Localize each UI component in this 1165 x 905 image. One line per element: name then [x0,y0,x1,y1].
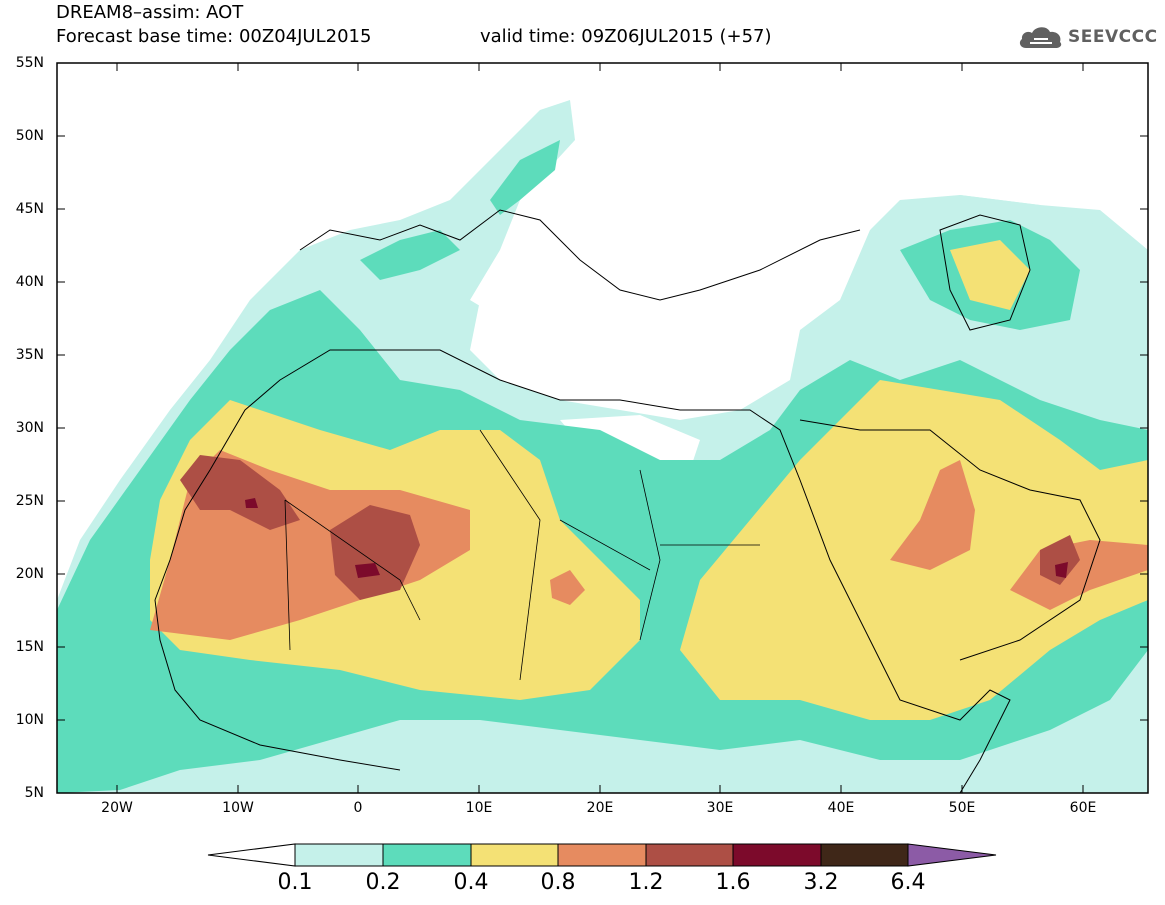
colorbar-swatch-1 [294,843,384,867]
lon-label-30e: 30E [706,800,734,816]
lon-ticks [116,63,1084,793]
lat-label-55n: 55N [15,55,44,71]
aot-band-0.8-arabia [890,460,975,570]
colorbar-label: 1.6 [715,870,751,895]
logo-text: SEEVCCC [1068,27,1158,47]
lat-label-20n: 20N [15,566,44,582]
coastline-caspian [939,214,1031,331]
colorbar-label: 0.1 [277,870,313,895]
seevccc-logo: SEEVCCC [1018,24,1158,50]
lat-label-35n: 35N [15,347,44,363]
colorbar [207,843,997,867]
lon-label-20w: 20W [101,800,133,816]
colorbar-label: 6.4 [890,870,926,895]
lon-label-50e: 50E [948,800,976,816]
colorbar-label: 1.2 [628,870,664,895]
lon-label-10w: 10W [222,800,254,816]
borders [284,429,760,681]
lon-label-10e: 10E [465,800,493,816]
forecast-base-time: Forecast base time: 00Z04JUL2015 [56,26,372,47]
cloud-icon [1019,27,1062,48]
lon-label-60e: 60E [1069,800,1097,816]
colorbar-swatch-6 [732,843,822,867]
lat-label-30n: 30N [15,420,44,436]
map-title: DREAM8–assim: AOT [56,2,244,23]
aot-band-1.2 [180,455,300,530]
lat-label-50n: 50N [15,128,44,144]
lon-label-20e: 20E [586,800,614,816]
aot-field [57,63,1148,793]
aot-band-0.2-alps [490,140,560,215]
aot-band-1.6-b [355,563,380,578]
lat-label-25n: 25N [15,493,44,509]
coastline-africa [154,349,1011,793]
colorbar-swatch-3 [470,843,559,867]
colorbar-under-arrow [207,843,296,867]
colorbar-swatch-7 [820,843,909,867]
colorbar-swatch-5 [645,843,734,867]
lat-label-40n: 40N [15,274,44,290]
coastline-arabia [799,419,1101,661]
colorbar-label: 3.2 [803,870,839,895]
colorbar-swatch-4 [557,843,647,867]
colorbar-swatch-2 [382,843,472,867]
aot-band-0.8-chad [550,570,585,605]
aot-band-1.2-b [330,505,420,600]
aot-band-0.2-iberia [360,230,460,280]
lon-label-0: 0 [353,800,363,816]
aot-band-1.6 [245,498,258,508]
valid-time: valid time: 09Z06JUL2015 (+57) [480,26,772,47]
lon-label-40e: 40E [827,800,855,816]
colorbar-label: 0.8 [540,870,576,895]
clear-area-med [470,260,800,420]
lat-label-10n: 10N [15,712,44,728]
lat-label-5n: 5N [24,785,44,801]
lat-label-15n: 15N [15,639,44,655]
coastline-europe [299,209,861,301]
clear-area-europe [520,80,900,290]
aot-band-1.6-c [1055,562,1068,578]
colorbar-label: 0.4 [453,870,489,895]
lat-label-45n: 45N [15,201,44,217]
aot-band-1.2-c [1040,535,1080,585]
colorbar-label: 0.2 [365,870,401,895]
aot-band-0.4-caspian [950,240,1030,310]
colorbar-over-arrow [907,843,997,867]
lat-ticks [57,62,1148,721]
coastline-west-africa [154,599,401,771]
